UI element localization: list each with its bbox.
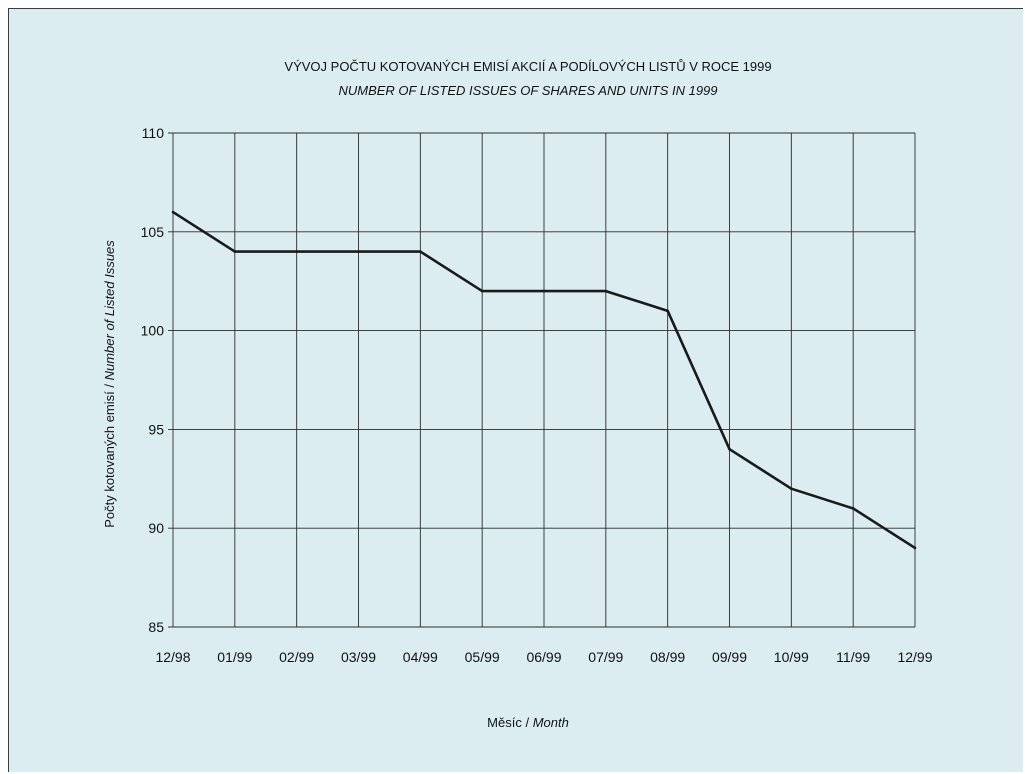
y-tick-label: 90	[148, 520, 164, 536]
x-axis-label-cz: Měsíc	[487, 715, 522, 730]
data-point	[542, 289, 546, 293]
y-tick-label: 110	[142, 125, 165, 141]
x-tick-label: 08/99	[650, 649, 685, 665]
x-tick-label: 10/99	[774, 649, 809, 665]
x-axis-label-separator: /	[522, 715, 533, 730]
y-axis-ticks: 85 90 95 100 105 110	[141, 125, 165, 635]
x-tick-label: 04/99	[403, 649, 438, 665]
x-axis-label: Měsíc / Month	[487, 715, 569, 730]
y-tick-label: 100	[141, 323, 165, 339]
data-point	[295, 250, 298, 253]
series-layer	[171, 210, 917, 550]
y-tick-label: 105	[141, 224, 165, 240]
y-tick-label: 95	[148, 421, 164, 437]
data-point	[666, 309, 669, 313]
chart-title: VÝVOJ POČTU KOTOVANÝCH EMISÍ AKCIÍ A POD…	[284, 59, 771, 74]
x-axis-ticks: 12/98 01/99 02/99 03/99 04/99 05/99 06/99 07/99…	[155, 649, 932, 665]
data-point	[913, 546, 917, 550]
data-point	[233, 250, 237, 253]
data-point	[728, 447, 731, 451]
chart-panel: VÝVOJ POČTU KOTOVANÝCH EMISÍ AKCIÍ A POD…	[8, 8, 1023, 772]
x-tick-label: 07/99	[588, 649, 623, 665]
x-tick-label: 06/99	[526, 649, 561, 665]
x-axis-label-en: Month	[533, 715, 569, 730]
data-point	[171, 210, 175, 214]
x-tick-label: 03/99	[341, 649, 376, 665]
x-tick-label: 01/99	[217, 649, 252, 665]
grid-lines	[168, 132, 916, 628]
data-point	[604, 289, 608, 293]
data-point	[790, 487, 793, 490]
data-point	[851, 507, 855, 510]
y-tick-label: 85	[148, 619, 164, 635]
data-point	[357, 250, 360, 253]
chart-subtitle: NUMBER OF LISTED ISSUES OF SHARES AND UN…	[338, 83, 717, 98]
x-tick-label: 12/98	[155, 649, 190, 665]
y-axis-label-en: Number of Listed Issues	[102, 240, 117, 381]
y-axis-label: Počty kotovaných emisí / Number of Liste…	[102, 240, 117, 528]
line-chart: VÝVOJ POČTU KOTOVANÝCH EMISÍ AKCIÍ A POD…	[102, 59, 933, 730]
y-axis-label-separator: /	[102, 380, 117, 391]
x-tick-label: 12/99	[897, 649, 932, 665]
y-axis-label-cz: Počty kotovaných emisí	[102, 391, 117, 528]
x-tick-label: 05/99	[465, 649, 500, 665]
x-tick-label: 09/99	[712, 649, 747, 665]
x-tick-label: 02/99	[279, 649, 314, 665]
data-point	[480, 289, 484, 293]
x-tick-label: 11/99	[836, 649, 870, 665]
data-point	[419, 250, 422, 253]
